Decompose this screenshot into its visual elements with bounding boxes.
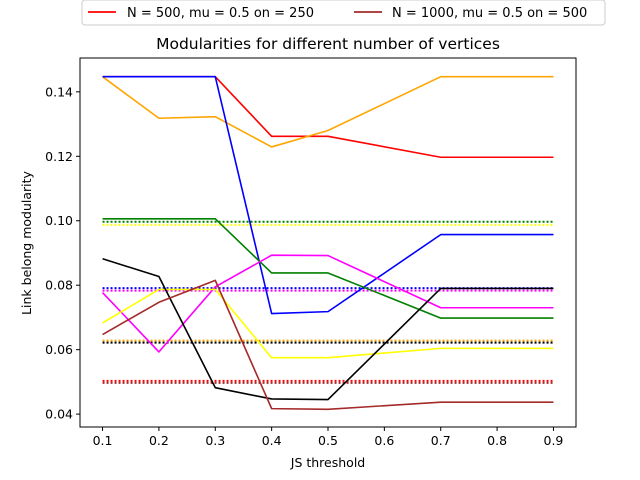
series-line-5	[102, 288, 554, 359]
series-line-4	[101, 254, 554, 353]
x-tick-label: 0.7	[431, 433, 451, 448]
reference-lines	[102, 220, 554, 384]
legend-label-n500: N = 500, mu = 0.5 on = 250	[127, 6, 314, 21]
x-tick-label: 0.1	[93, 433, 113, 448]
x-tick-label: 0.4	[262, 433, 282, 448]
x-tick-label: 0.5	[318, 433, 338, 448]
series-line-3	[102, 218, 554, 319]
x-tick-label: 0.3	[205, 433, 225, 448]
series-lines	[101, 75, 554, 411]
plot-frame	[79, 57, 577, 428]
x-axis: 0.1 0.2 0.3 0.4 0.5 0.6 0.7 0.8 0.9	[93, 427, 564, 448]
legend-label-n1000: N = 1000, mu = 0.5 on = 500	[392, 6, 587, 21]
legend-frame	[81, 0, 606, 26]
series-line-6	[102, 258, 554, 401]
y-tick-label: 0.04	[45, 407, 73, 422]
series-line-0	[102, 75, 554, 159]
x-axis-label: JS threshold	[290, 455, 365, 470]
x-tick-label: 0.8	[487, 433, 507, 448]
chart-title: Modularities for different number of ver…	[156, 35, 500, 53]
y-tick-label: 0.10	[45, 213, 73, 228]
series-line-2	[102, 75, 554, 315]
x-tick-label: 0.2	[149, 433, 169, 448]
legend: N = 500, mu = 0.5 on = 250 N = 1000, mu …	[81, 0, 606, 26]
y-tick-label: 0.12	[45, 149, 73, 164]
x-tick-label: 0.9	[544, 433, 564, 448]
y-tick-label: 0.08	[45, 278, 73, 293]
x-tick-label: 0.6	[374, 433, 394, 448]
y-axis-label: Link belong modularity	[19, 170, 34, 314]
series-line-1	[102, 75, 554, 148]
series-line-7	[102, 279, 554, 411]
y-tick-label: 0.06	[45, 342, 73, 357]
y-tick-label: 0.14	[45, 84, 73, 99]
y-axis: 0.04 0.06 0.08 0.10 0.12 0.14	[45, 84, 80, 422]
